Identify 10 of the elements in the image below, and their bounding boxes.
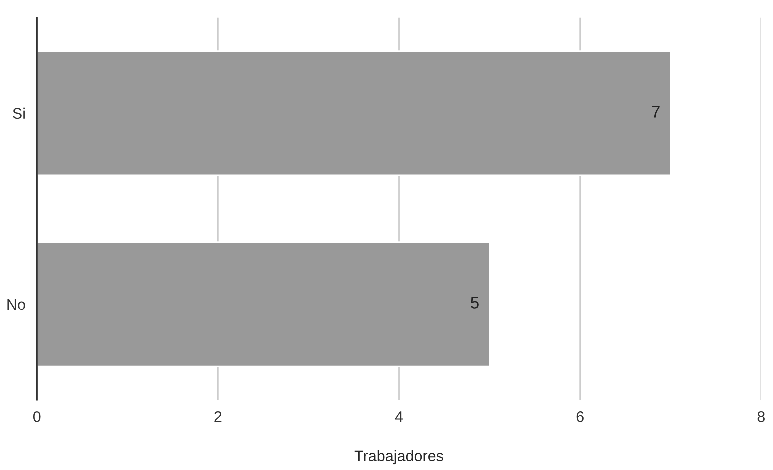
- x-tick-label: 4: [395, 412, 404, 422]
- y-tick-label: Si: [13, 108, 25, 120]
- y-tick-label: No: [8, 299, 26, 310]
- x-tick-label: 8: [758, 411, 765, 422]
- data-label: 5: [471, 297, 479, 309]
- x-axis-title: Trabajadores: [354, 450, 444, 465]
- data-label: 7: [652, 106, 660, 118]
- x-tick-label: 6: [576, 411, 584, 422]
- x-tick-label: 0: [33, 411, 41, 422]
- x-tick-label: 2: [214, 411, 222, 422]
